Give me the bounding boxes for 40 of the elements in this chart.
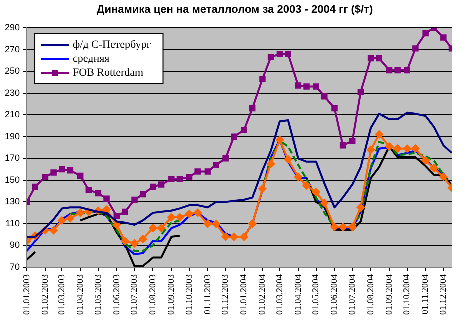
chart-title: Динамика цен на металлолом за 2003 - 2004 гг ($/т) — [96, 4, 374, 16]
legend-label: FOB Rotterdam — [73, 66, 144, 79]
x-tick-label: 01.08.2003 — [148, 274, 158, 315]
y-tick-label: 210 — [4, 110, 20, 120]
y-tick-label: 110 — [6, 218, 20, 228]
x-tick-label: 01.09.2004 — [384, 274, 394, 315]
legend-label: ф/д С-Петербург — [73, 38, 152, 51]
y-tick-label: 170 — [4, 153, 20, 164]
x-tick-label: 01.09.2003 — [166, 274, 176, 315]
y-tick-label: 290 — [4, 22, 20, 32]
y-tick-label: 130 — [4, 196, 20, 207]
x-tick-label: 01.05.2003 — [92, 274, 103, 315]
x-tick-label: 01.05.2004 — [310, 274, 321, 315]
x-tick-label: 01.11.2003 — [202, 274, 212, 315]
x-tick-label: 01.12.2003 — [220, 274, 230, 315]
x-tick-label: 01.03.2003 — [56, 274, 66, 315]
x-tick-label: 01.07.2003 — [129, 274, 140, 315]
x-tick-label: 01.10.2004 — [402, 274, 412, 315]
x-tick-label: 01.04.2004 — [292, 274, 303, 315]
x-tick-label: 01.08.2004 — [365, 274, 376, 315]
x-tick-label: 01.02.2004 — [257, 274, 268, 315]
y-tick-label: 230 — [4, 88, 20, 98]
x-tick-label: 01.12.2004 — [438, 274, 448, 315]
x-tick-label: 01.01.2003 — [21, 274, 32, 315]
y-tick-label: 150 — [4, 174, 20, 185]
x-tick-label: 01.10.2003 — [184, 274, 194, 315]
x-tick-label: 01.11.2004 — [420, 274, 430, 315]
x-tick-label: 01.04.2003 — [74, 274, 85, 315]
x-tick-label: 01.06.2004 — [329, 274, 340, 315]
y-tick-label: 90 — [10, 240, 20, 250]
y-tick-label: 190 — [4, 131, 20, 142]
y-tick-label: 270 — [4, 44, 20, 54]
x-tick-label: 01.02.2003 — [40, 274, 50, 315]
x-tick-label: 01.03.2004 — [274, 274, 284, 315]
x-tick-label: 01.01.2004 — [238, 274, 249, 315]
x-tick-label: 01.07.2004 — [346, 274, 357, 315]
y-tick-label: 70 — [10, 262, 20, 272]
y-tick-label: 250 — [4, 66, 20, 76]
legend-label: средняя — [73, 52, 110, 65]
x-tick-label: 01.06.2003 — [111, 274, 122, 315]
